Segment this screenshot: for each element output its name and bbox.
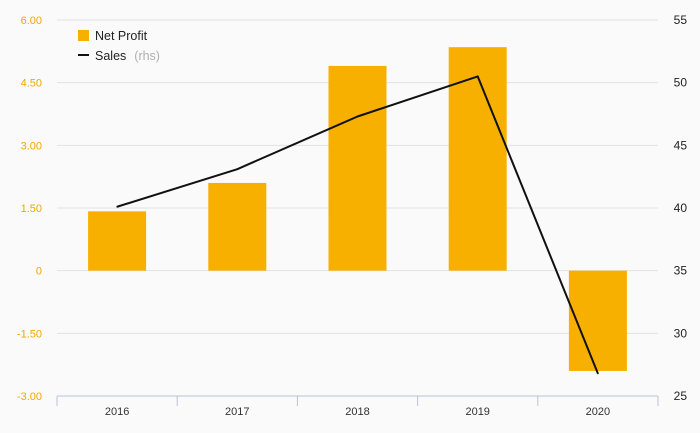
legend-note-rhs: (rhs) [134, 49, 160, 63]
bar-2019 [448, 47, 507, 271]
y-left-tick-label: 3.00 [21, 140, 42, 152]
y-right-tick-label: 40 [674, 201, 688, 215]
y-right-tick-label: 45 [674, 138, 688, 152]
bar-series-net-profit [88, 47, 627, 371]
bar-2018 [328, 65, 387, 271]
x-tick-label: 2020 [586, 406, 610, 418]
bar-2016 [88, 211, 147, 271]
x-tick-label: 2017 [225, 406, 249, 418]
legend-label-net-profit: Net Profit [95, 29, 148, 43]
x-tick-label: 2019 [465, 406, 489, 418]
legend: Net Profit Sales (rhs) [78, 29, 160, 64]
y-right-tick-label: 55 [674, 13, 688, 27]
line-series-sales [116, 75, 599, 375]
sales-point-2017 [236, 168, 239, 170]
sales-point-2018 [356, 115, 359, 118]
x-tick-label: 2018 [345, 406, 369, 418]
legend-swatch-net-profit [78, 30, 89, 41]
bar-2017 [208, 182, 267, 271]
bar-2020 [568, 270, 627, 371]
y-axis-right: 25 30 35 40 45 50 55 [674, 13, 688, 403]
sales-point-2020 [597, 372, 599, 375]
y-right-tick-label: 25 [674, 389, 688, 403]
y-right-tick-label: 35 [674, 264, 688, 278]
svg-text:Sales (rhs): Sales (rhs) [95, 47, 160, 64]
y-left-tick-label: -3.00 [17, 391, 42, 403]
y-left-tick-label: 0 [36, 266, 42, 278]
y-axis-left: -3.00 -1.50 0 1.50 3.00 4.50 6.00 [17, 15, 42, 403]
y-left-tick-label: 4.50 [21, 78, 42, 90]
x-tick-label: 2016 [105, 406, 129, 418]
y-left-tick-label: 1.50 [21, 203, 42, 215]
y-right-tick-label: 50 [674, 76, 688, 90]
y-left-tick-label: 6.00 [21, 15, 42, 27]
y-right-tick-label: 30 [674, 326, 688, 340]
sales-point-2019 [476, 75, 479, 78]
y-left-tick-label: -1.50 [17, 328, 42, 340]
sales-point-2016 [116, 205, 118, 208]
x-axis: 2016 2017 2018 2019 2020 [56, 395, 659, 418]
legend-label-sales: Sales [95, 49, 126, 63]
